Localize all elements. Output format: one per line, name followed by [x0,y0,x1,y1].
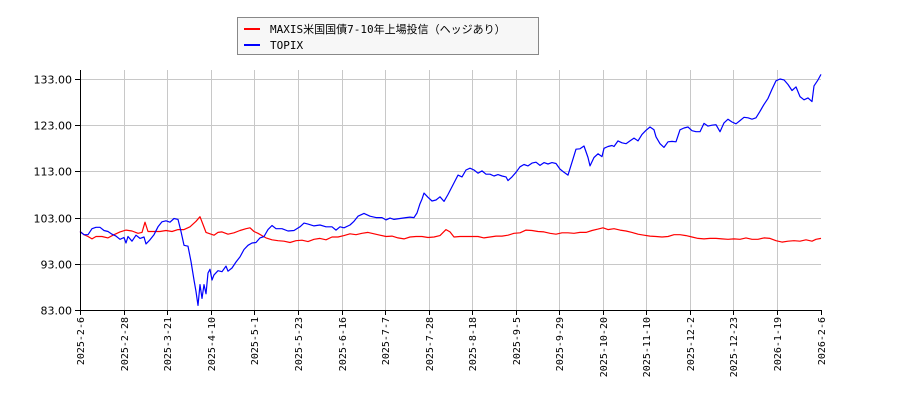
y-tick-label: 83.00 [41,305,73,318]
x-tick-label: 2025-3-21 [163,317,174,371]
chart-legend: MAXIS米国国債7-10年上場投信（ヘッジあり） TOPIX [237,17,539,55]
x-axis-ticks: 2025-2-6 2025-2-28 2025-3-21 2025-4-10 2025-… [76,310,828,377]
x-tick-label: 2025-9-29 [555,317,566,371]
legend-label: TOPIX [270,38,304,52]
chart-series [79,74,822,306]
legend-item-maxis: MAXIS米国国債7-10年上場投信（ヘッジあり） [244,21,506,37]
x-tick-label: 2026-2-6 [817,317,828,365]
y-tick-label: 103.00 [34,213,73,226]
y-tick-label: 123.00 [34,120,73,133]
grid-lines [80,70,821,310]
y-axis-ticks: 83.00 93.00 103.00 113.00 123.00 133.00 [34,74,80,318]
x-tick-label: 2025-6-16 [338,317,349,371]
x-tick-label: 2025-12-2 [686,317,697,371]
x-tick-label: 2025-9-5 [512,317,523,365]
x-tick-label: 2025-7-28 [425,317,436,371]
x-tick-label: 2025-5-1 [250,317,261,365]
legend-swatch-red [244,28,260,30]
series-line [79,216,822,244]
series-line [79,74,822,306]
chart-axes [80,70,822,311]
x-tick-label: 2026-1-19 [773,317,784,371]
y-tick-label: 93.00 [41,259,73,272]
x-tick-label: 2025-8-18 [468,317,479,371]
x-tick-label: 2025-2-28 [120,317,131,371]
x-tick-label: 2025-4-10 [207,317,218,371]
x-tick-label: 2025-5-23 [294,317,305,371]
legend-label: MAXIS米国国債7-10年上場投信（ヘッジあり） [270,23,506,36]
x-tick-label: 2025-11-10 [642,317,653,377]
x-tick-label: 2025-7-7 [381,317,392,365]
y-tick-label: 133.00 [34,74,73,87]
x-tick-label: 2025-2-6 [76,317,87,365]
x-tick-label: 2025-12-23 [729,317,740,377]
y-tick-label: 113.00 [34,166,73,179]
legend-item-topix: TOPIX [244,37,303,53]
x-tick-label: 2025-10-20 [599,317,610,377]
legend-swatch-blue [244,44,260,46]
